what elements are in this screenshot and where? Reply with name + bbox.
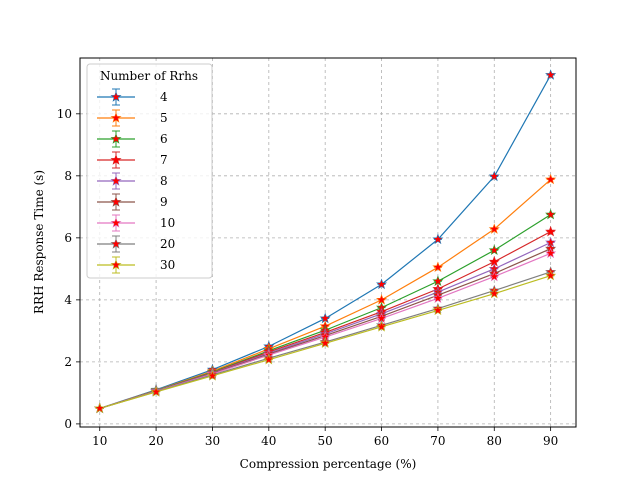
y-tick-label: 0 bbox=[64, 417, 72, 431]
x-tick-label: 60 bbox=[374, 434, 389, 448]
legend-entry: 9 bbox=[97, 193, 168, 211]
data-point bbox=[488, 170, 500, 182]
legend-label: 9 bbox=[160, 195, 168, 209]
legend-entry: 8 bbox=[97, 172, 168, 190]
legend-label: 4 bbox=[160, 90, 168, 104]
legend-title: Number of Rrhs bbox=[100, 69, 198, 83]
x-tick-label: 70 bbox=[430, 434, 445, 448]
x-axis-label: Compression percentage (%) bbox=[240, 457, 417, 471]
x-tick-label: 40 bbox=[261, 434, 276, 448]
legend-entry: 6 bbox=[97, 130, 168, 148]
legend-box bbox=[86, 63, 213, 279]
data-point bbox=[488, 270, 500, 282]
legend-label: 5 bbox=[160, 111, 168, 125]
data-point bbox=[432, 292, 444, 304]
legend-entry: 20 bbox=[97, 235, 175, 253]
data-point bbox=[488, 244, 500, 255]
legend-label: 6 bbox=[160, 132, 168, 146]
data-point bbox=[375, 278, 388, 290]
data-point bbox=[545, 247, 557, 259]
legend-marker bbox=[110, 154, 122, 165]
data-point bbox=[545, 69, 557, 80]
data-point bbox=[432, 261, 444, 273]
legend-entry: 4 bbox=[97, 88, 168, 106]
legend-label: 10 bbox=[160, 216, 175, 230]
legend-marker bbox=[110, 238, 122, 249]
legend-marker bbox=[110, 112, 122, 123]
legend-label: 7 bbox=[160, 153, 168, 167]
data-point bbox=[432, 304, 444, 316]
x-tick-label: 90 bbox=[543, 434, 558, 448]
y-tick-label: 8 bbox=[64, 169, 72, 183]
legend-marker bbox=[110, 196, 122, 207]
y-axis-label: RRH Response Time (s) bbox=[32, 170, 46, 314]
x-tick-label: 80 bbox=[487, 434, 502, 448]
x-tick-label: 10 bbox=[92, 434, 107, 448]
data-point bbox=[545, 173, 557, 185]
data-point bbox=[545, 269, 557, 281]
legend-entry: 10 bbox=[97, 214, 175, 232]
legend-marker bbox=[110, 175, 122, 186]
legend-entries: 4 5 6 7 8 9 10 20 30 bbox=[97, 88, 175, 274]
legend-entry: 7 bbox=[97, 151, 168, 169]
data-point bbox=[94, 402, 106, 414]
y-tick-label: 6 bbox=[64, 231, 72, 245]
data-point bbox=[488, 223, 500, 234]
y-tick-label: 2 bbox=[64, 355, 72, 369]
legend-label: 20 bbox=[160, 237, 175, 251]
plot-frame bbox=[79, 57, 577, 428]
legend-label: 8 bbox=[160, 174, 168, 188]
axis-ticks: 10 20 30 40 50 60 70 80 90 0 2 4 6 8 10 bbox=[57, 107, 559, 448]
x-tick-label: 50 bbox=[318, 434, 333, 448]
x-tick-label: 20 bbox=[148, 434, 163, 448]
y-tick-label: 4 bbox=[64, 293, 72, 307]
grid bbox=[80, 58, 576, 427]
data-point bbox=[432, 233, 444, 245]
y-tick-label: 10 bbox=[57, 107, 72, 121]
legend-marker bbox=[110, 133, 122, 144]
legend-marker bbox=[110, 91, 122, 102]
legend-label: 30 bbox=[160, 258, 175, 272]
series-markers bbox=[94, 69, 557, 414]
data-point bbox=[375, 320, 388, 332]
data-point bbox=[319, 337, 331, 349]
legend-marker bbox=[110, 217, 122, 228]
data-point bbox=[263, 353, 275, 365]
legend: Number of Rrhs 4 5 6 7 8 9 10 20 30 bbox=[86, 63, 213, 279]
data-point bbox=[545, 225, 557, 237]
x-tick-label: 30 bbox=[205, 434, 220, 448]
legend-entry: 5 bbox=[97, 109, 168, 127]
legend-entry: 30 bbox=[97, 256, 175, 274]
legend-marker bbox=[110, 259, 122, 270]
data-point bbox=[206, 369, 219, 381]
data-point bbox=[150, 386, 162, 397]
data-point bbox=[545, 208, 557, 220]
data-point bbox=[488, 287, 500, 299]
